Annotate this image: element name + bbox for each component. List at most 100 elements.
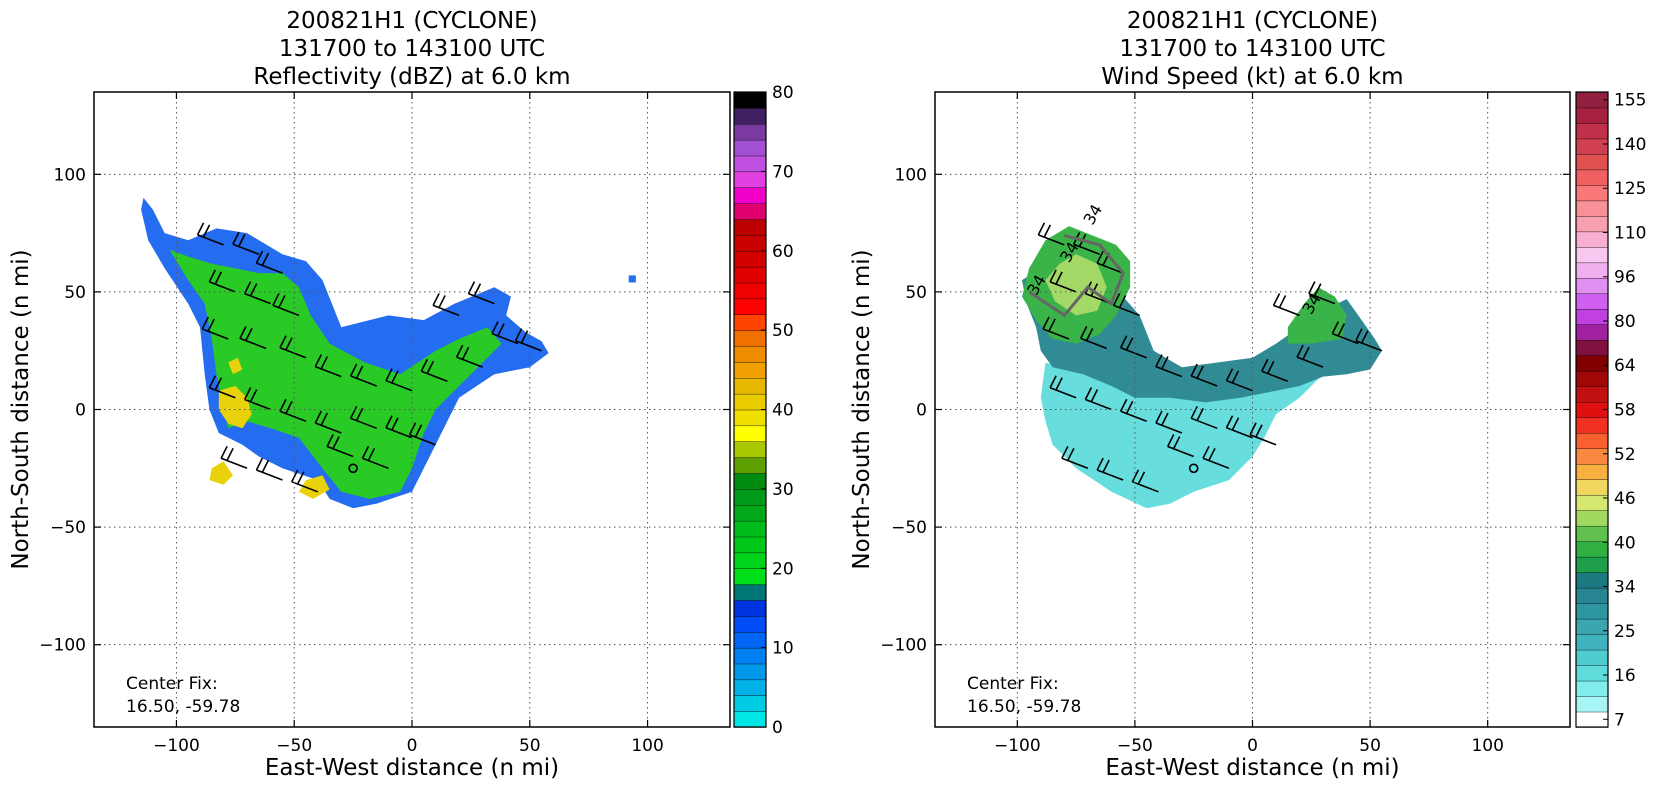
colorbar-swatch	[733, 425, 767, 442]
colorbar-swatch	[733, 250, 767, 268]
wind-barb	[314, 354, 342, 378]
colorbar-tick-label: 30	[772, 480, 794, 500]
colorbar-swatch	[1575, 122, 1609, 140]
colorbar-tick-label: 96	[1614, 268, 1636, 288]
colorbar-swatch	[733, 441, 767, 458]
colorbar-tick-label: 52	[1614, 445, 1636, 465]
wind-barb	[491, 321, 519, 345]
center-fix-label: Center Fix:	[967, 674, 1059, 694]
wind-barb	[1119, 398, 1147, 423]
wind-barb	[1225, 368, 1253, 392]
x-tick-label: −50	[276, 736, 312, 756]
colorbar-tick-label: 140	[1614, 135, 1646, 155]
x-tick-label: 100	[631, 736, 663, 756]
colorbar-swatch	[1575, 277, 1609, 295]
colorbar-swatch	[733, 393, 767, 411]
data-region	[1045, 254, 1107, 316]
y-axis-label: North-South distance (n mi)	[849, 249, 875, 569]
wind-barb	[1190, 363, 1218, 387]
colorbar-tick-label: 7	[1614, 710, 1625, 730]
x-axis-label: East-West distance (n mi)	[1105, 755, 1399, 781]
wind-barb	[1096, 457, 1124, 481]
y-tick-label: −100	[39, 636, 86, 656]
wind-barbs	[1037, 222, 1383, 493]
colorbar-swatch	[733, 329, 767, 347]
wind-barb	[1155, 354, 1183, 378]
wind-barb	[1249, 422, 1277, 446]
x-tick-label: 0	[407, 736, 418, 756]
colorbar-swatch	[733, 599, 767, 617]
colorbar-swatch	[1575, 339, 1609, 356]
colorbar-swatch	[1575, 463, 1609, 480]
wind-barb	[1202, 445, 1230, 470]
y-tick-label: −50	[891, 518, 927, 538]
colorbar-swatch	[733, 647, 767, 665]
wind-barb	[1331, 321, 1359, 345]
wind-barb	[201, 316, 229, 340]
colorbar-swatch	[1575, 231, 1609, 248]
wind-barb	[232, 231, 260, 256]
wind-barb	[1225, 415, 1253, 439]
colorbar: 7 16 25 34 40 46 52 58 64 80 96 110 125 140 155	[1575, 91, 1646, 730]
y-tick-label: 0	[916, 401, 927, 421]
center-fix-marker	[1188, 463, 1199, 474]
colorbar-swatch	[733, 710, 767, 728]
colorbar-swatch	[1575, 355, 1609, 372]
wind-barb	[1155, 410, 1183, 434]
colorbar-swatch	[1575, 649, 1609, 666]
wind-barb	[291, 469, 319, 493]
colorbar-swatch	[733, 139, 767, 157]
colorbar-tick-label: 0	[772, 718, 783, 738]
colorbar-swatch	[733, 536, 767, 554]
y-tick-label: 50	[905, 283, 927, 303]
colorbar-swatch	[733, 234, 767, 252]
colorbar-swatch	[733, 615, 767, 633]
colorbar-swatch	[1575, 169, 1609, 186]
colorbar-swatch	[1575, 184, 1609, 202]
wind-barb	[1049, 375, 1077, 399]
colorbar-swatch	[1575, 540, 1609, 558]
colorbar-swatch	[1575, 448, 1609, 465]
colorbar-swatch	[733, 504, 767, 522]
colorbar-tick-label: 20	[772, 559, 794, 579]
colorbar-swatch	[1575, 664, 1609, 682]
colorbar-swatch	[733, 171, 767, 188]
wind-barb	[1112, 293, 1140, 317]
colorbar-swatch	[1575, 138, 1609, 155]
colorbar-tick-label: 25	[1614, 622, 1636, 642]
y-tick-label: 50	[64, 283, 86, 303]
colorbar-swatch	[1575, 432, 1609, 449]
x-tick-label: 50	[1359, 736, 1381, 756]
colorbar-swatch	[1575, 587, 1609, 604]
contour-34kt	[1028, 234, 1125, 318]
colorbar-swatch	[733, 552, 767, 569]
chart-title-line: 131700 to 143100 UTC	[279, 36, 545, 62]
colorbar-tick-label: 50	[772, 321, 794, 341]
x-tick-label: −100	[153, 736, 200, 756]
colorbar-swatch	[733, 568, 767, 585]
wind-barb	[279, 398, 307, 423]
colorbar-tick-label: 34	[1614, 578, 1636, 598]
wind-barb	[514, 328, 542, 352]
wind-barb	[349, 363, 377, 387]
wind-barb	[1119, 335, 1147, 359]
wind-barb	[243, 387, 271, 411]
wind-barb	[279, 335, 307, 359]
wind-barb	[1261, 358, 1289, 383]
center-fix-value: 16.50, -59.78	[967, 697, 1081, 717]
colorbar-tick-label: 46	[1614, 489, 1636, 509]
data-regions	[141, 197, 636, 509]
colorbar-swatch	[1575, 293, 1609, 310]
wind-barb	[408, 422, 436, 446]
wind-barb	[255, 250, 283, 274]
wind-barb	[1190, 405, 1218, 430]
wind-barb	[1049, 269, 1077, 293]
data-region	[218, 386, 252, 429]
y-tick-label: 0	[75, 401, 86, 421]
colorbar-tick-label: 58	[1614, 401, 1636, 421]
colorbar-swatch	[733, 631, 767, 649]
y-tick-label: 100	[54, 165, 86, 185]
colorbar: 0 10 20 30 40 50 60 70 80	[733, 83, 794, 738]
colorbar-swatch	[733, 695, 767, 712]
